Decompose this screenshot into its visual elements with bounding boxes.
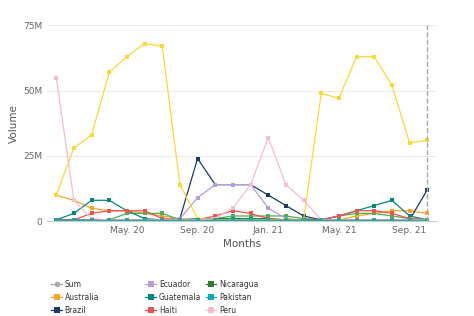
Y-axis label: Volume: Volume [9, 104, 19, 143]
X-axis label: Months: Months [223, 239, 261, 249]
Legend: Sum, Australia, Brazil, Colombia, Costa Rica, Dominican Republic, Ecuador, Guate: Sum, Australia, Brazil, Colombia, Costa … [51, 280, 258, 316]
